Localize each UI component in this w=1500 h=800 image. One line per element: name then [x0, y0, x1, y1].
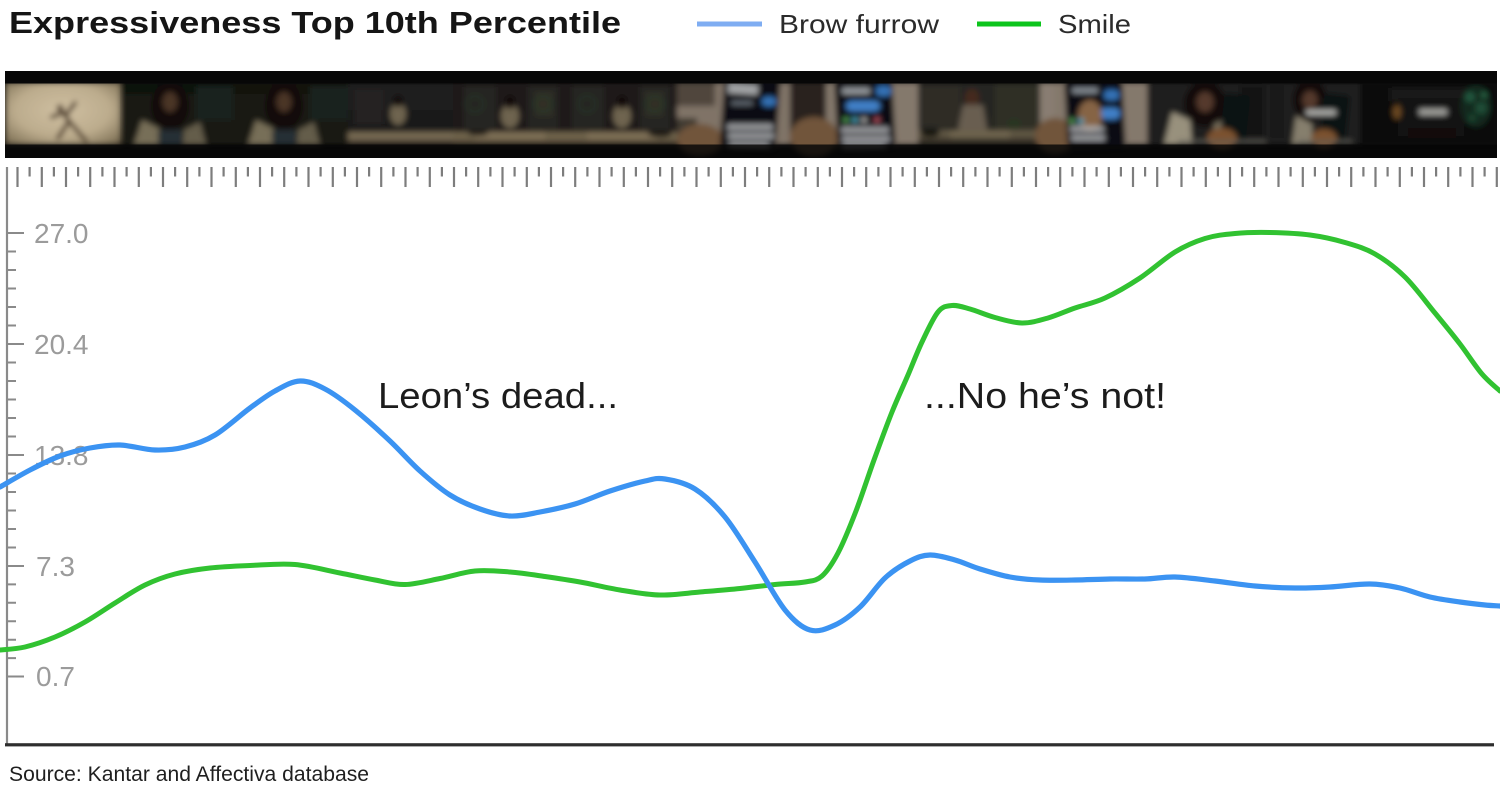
- svg-text:Leon’s dead...: Leon’s dead...: [378, 375, 618, 416]
- svg-text:Smile: Smile: [1058, 9, 1131, 39]
- svg-text:...No he’s not!: ...No he’s not!: [924, 375, 1166, 416]
- svg-text:7.3: 7.3: [36, 551, 75, 582]
- svg-text:0.7: 0.7: [36, 661, 75, 692]
- svg-text:Source: Kantar and Affectiva d: Source: Kantar and Affectiva database: [9, 763, 369, 786]
- svg-text:Expressiveness Top 10th Percen: Expressiveness Top 10th Percentile: [9, 5, 621, 40]
- svg-text:27.0: 27.0: [34, 218, 89, 249]
- svg-text:Brow furrow: Brow furrow: [779, 9, 939, 39]
- svg-text:20.4: 20.4: [34, 329, 89, 360]
